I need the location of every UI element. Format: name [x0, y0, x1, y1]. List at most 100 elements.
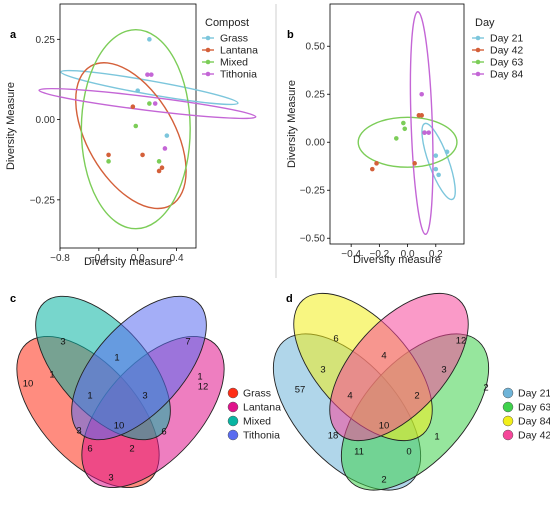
venn-set-day-42 — [329, 292, 469, 442]
legend-label: Grass — [243, 388, 271, 400]
legend-label: Lantana — [220, 45, 258, 57]
point-day-63 — [393, 136, 399, 141]
ellipse-tithonia — [38, 87, 257, 120]
legend-d: Day 21 Day 63 Day 84 Day 42 — [502, 387, 550, 442]
legend-key-dot — [475, 71, 481, 77]
y-tick-label: 0.25 — [36, 35, 56, 46]
legend-title-b: Day — [475, 17, 495, 29]
venn-count: 3 — [142, 391, 147, 402]
x-tick-label: −0.4 — [89, 253, 109, 264]
venn-count: 1 — [49, 370, 54, 381]
panel-label-b: b — [287, 29, 294, 41]
venn-sets-d — [272, 292, 490, 491]
point-day-63 — [402, 126, 408, 132]
ellipse-lantana — [75, 62, 187, 210]
point-mixed — [147, 101, 152, 106]
y-ticks-a: −0.25 0.00 0.25 — [30, 35, 60, 206]
venn-count: 3 — [76, 426, 81, 437]
y-tick-label: −0.25 — [30, 195, 56, 206]
venn-count: 57 — [295, 385, 306, 396]
ellipses-b — [357, 11, 458, 236]
point-lantana — [106, 152, 111, 158]
x-tick-label: 0.0 — [131, 253, 145, 264]
x-tick-label: 0.0 — [401, 249, 415, 260]
point-grass — [135, 88, 141, 93]
scatter-panel-b: b −0.4 −0.2 0.0 0.2 −0.50−0.250.000.250.50 … — [286, 3, 523, 266]
legend-label: Grass — [220, 33, 248, 45]
legend-swatch — [502, 387, 514, 399]
legend-swatch — [227, 401, 239, 413]
venn-count: 1 — [114, 353, 119, 364]
x-axis-label-a: Diversity measure — [84, 256, 172, 268]
venn-count: 4 — [381, 351, 386, 362]
point-day-84 — [419, 91, 424, 97]
legend-swatch — [502, 429, 514, 441]
point-mixed — [106, 159, 111, 164]
point-day-84 — [426, 130, 432, 135]
legend-label: Day 63 — [518, 402, 550, 414]
legend-label: Day 84 — [518, 416, 550, 428]
x-tick-label: −0.2 — [369, 249, 389, 260]
y-tick-label: −0.25 — [300, 186, 326, 197]
point-day-21 — [444, 149, 450, 155]
venn-count: 11 — [354, 447, 364, 458]
panel-label-d: d — [286, 293, 293, 305]
venn-count: 4 — [347, 391, 352, 402]
venn-count: 1 — [434, 432, 439, 443]
point-day-42 — [412, 161, 417, 166]
legend-key-dot — [205, 59, 211, 65]
point-lantana — [140, 152, 145, 158]
panel-label-c: c — [10, 293, 16, 305]
legend-label: Mixed — [220, 57, 248, 69]
point-tithonia — [145, 72, 150, 77]
scatter-panel-a: a −0.8 −0.4 0.0 0.4 −0.25 0.00 0.25 Diversity… — [5, 3, 258, 268]
venn-count: 10 — [23, 379, 34, 390]
ellipse-grass — [60, 69, 239, 106]
legend-label: Day 63 — [490, 57, 523, 69]
venn-count: 12 — [456, 336, 467, 347]
y-axis-label-b: Diversity Measure — [286, 80, 298, 168]
venn-count: 7 — [185, 337, 190, 348]
legend-label: Day 21 — [518, 388, 550, 400]
plot-frame-b — [329, 3, 465, 245]
legend-label: Day 42 — [490, 45, 523, 57]
legend-title-a: Compost — [205, 17, 249, 29]
venn-count: 12 — [198, 382, 209, 393]
point-lantana — [156, 168, 162, 174]
point-grass — [164, 133, 170, 138]
legend-key-dot — [205, 35, 211, 41]
x-ticks-b: −0.4 −0.2 0.0 0.2 — [341, 244, 443, 260]
point-day-63 — [401, 120, 406, 126]
venn-count: 3 — [60, 337, 65, 348]
legend-key-dot — [205, 47, 211, 53]
venn-count: 10 — [379, 421, 390, 432]
point-day-21 — [436, 172, 441, 178]
x-tick-label: 0.2 — [429, 249, 443, 260]
venn-count: 3 — [441, 365, 446, 376]
venn-count: 10 — [114, 421, 125, 432]
point-day-21 — [433, 153, 439, 158]
venn-count: 6 — [333, 334, 338, 345]
legend-swatch — [227, 387, 239, 399]
y-tick-label: −0.50 — [300, 234, 326, 245]
legend-label: Mixed — [243, 416, 271, 428]
legend-c: Grass Lantana Mixed Tithonia — [227, 387, 281, 442]
ellipse-day-63 — [357, 116, 458, 168]
points-a — [106, 37, 170, 174]
point-mixed — [133, 123, 139, 129]
venn-count: 3 — [108, 473, 113, 484]
plot-frame-a — [59, 3, 197, 249]
y-tick-label: 0.25 — [306, 90, 326, 101]
legend-key-dot — [475, 35, 481, 41]
ellipses-a — [38, 28, 257, 230]
legend-swatch — [502, 415, 514, 427]
legend-label: Day 21 — [490, 33, 523, 45]
venn-set-tithonia — [71, 295, 207, 441]
point-tithonia — [162, 146, 168, 151]
